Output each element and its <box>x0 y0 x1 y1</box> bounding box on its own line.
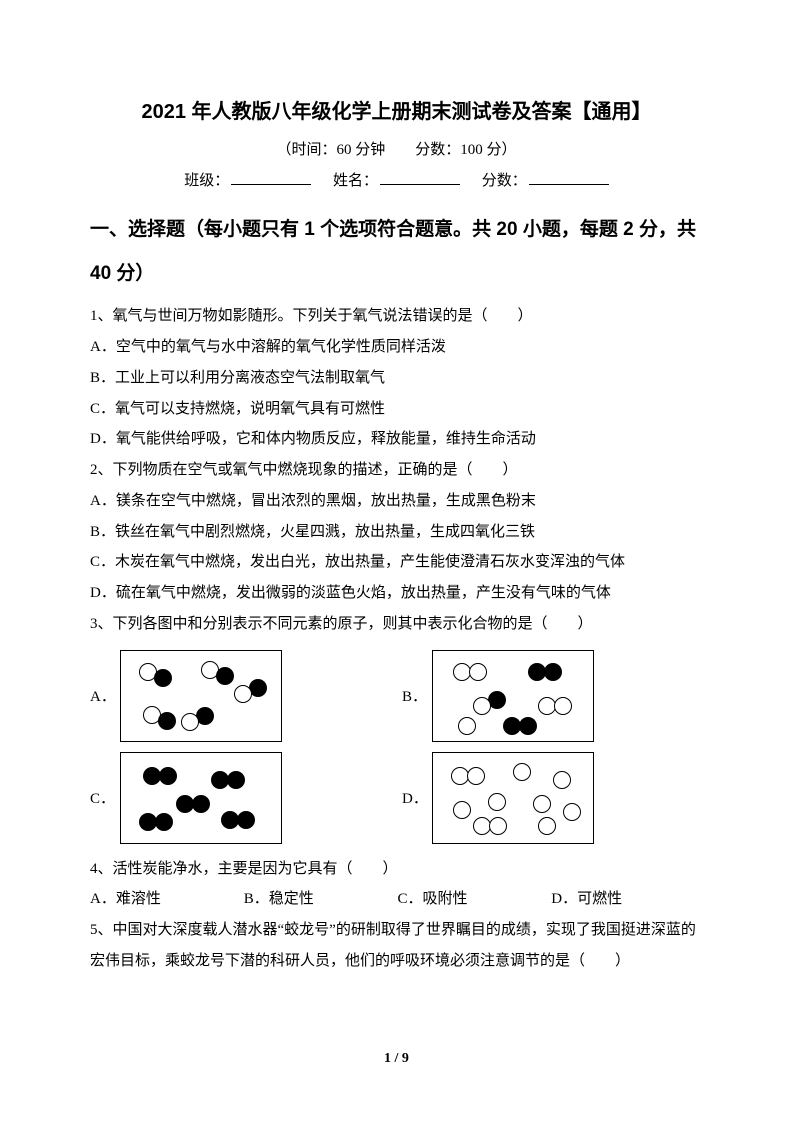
blank-score[interactable] <box>529 170 609 185</box>
atom-black <box>216 667 234 685</box>
atom-white <box>458 717 476 735</box>
exam-title: 2021 年人教版八年级化学上册期末测试卷及答案【通用】 <box>90 95 703 124</box>
q2-option-d: D．硫在氧气中燃烧，发出微弱的淡蓝色火焰，放出热量，产生没有气味的气体 <box>90 578 703 609</box>
atom-black <box>519 717 537 735</box>
question-3: 3、下列各图中和分别表示不同元素的原子，则其中表示化合物的是（ ） <box>90 609 703 640</box>
blank-name[interactable] <box>380 170 460 185</box>
atom-white <box>234 685 252 703</box>
q2-option-a: A．镁条在空气中燃烧，冒出浓烈的黑烟，放出热量，生成黑色粉末 <box>90 486 703 517</box>
q1-option-c: C．氧气可以支持燃烧，说明氧气具有可燃性 <box>90 394 703 425</box>
q5-stem: 5、中国对大深度载人潜水器“蛟龙号”的研制取得了世界瞩目的成绩，实现了我国挺进深… <box>90 915 703 977</box>
q1-stem: 1、氧气与世间万物如影随形。下列关于氧气说法错误的是（ ） <box>90 301 703 332</box>
q4-option-b: B．稳定性 <box>244 884 394 915</box>
atom-black <box>544 663 562 681</box>
atom-white <box>538 817 556 835</box>
q4-stem: 4、活性炭能净水，主要是因为它具有（ ） <box>90 854 703 885</box>
atom-white <box>554 697 572 715</box>
q3-row-ab: A． B． <box>90 650 703 742</box>
q1-option-d: D．氧气能供给呼吸，它和体内物质反应，释放能量，维持生命活动 <box>90 424 703 455</box>
q3-diagram-b <box>432 650 594 742</box>
q4-option-c: C．吸附性 <box>398 884 548 915</box>
q4-option-d: D．可燃性 <box>551 884 701 915</box>
q1-option-b: B．工业上可以利用分离液态空气法制取氧气 <box>90 363 703 394</box>
q3-label-d: D． <box>402 787 432 808</box>
q4-options-row: A．难溶性 B．稳定性 C．吸附性 D．可燃性 <box>90 884 703 915</box>
atom-black <box>154 669 172 687</box>
page-number: 1 / 9 <box>0 1051 793 1067</box>
atom-white <box>181 713 199 731</box>
atom-black <box>155 813 173 831</box>
atom-black <box>158 712 176 730</box>
question-2: 2、下列物质在空气或氧气中燃烧现象的描述，正确的是（ ） A．镁条在空气中燃烧，… <box>90 455 703 609</box>
section-1-heading: 一、选择题（每小题只有 1 个选项符合题意。共 20 小题，每题 2 分，共 4… <box>90 208 703 295</box>
atom-white <box>488 793 506 811</box>
atom-white <box>563 803 581 821</box>
atom-white <box>489 817 507 835</box>
q2-stem: 2、下列物质在空气或氧气中燃烧现象的描述，正确的是（ ） <box>90 455 703 486</box>
student-info-line: 班级： 姓名： 分数： <box>90 169 703 190</box>
q4-option-a: A．难溶性 <box>90 884 240 915</box>
q1-option-a: A．空气中的氧气与水中溶解的氧气化学性质同样活泼 <box>90 332 703 363</box>
q3-diagram-a <box>120 650 282 742</box>
label-class: 班级： <box>184 173 229 189</box>
q3-row-cd: C． D． <box>90 752 703 844</box>
q3-label-c: C． <box>90 787 120 808</box>
atom-black <box>159 767 177 785</box>
question-5: 5、中国对大深度载人潜水器“蛟龙号”的研制取得了世界瞩目的成绩，实现了我国挺进深… <box>90 915 703 977</box>
q2-option-b: B．铁丝在氧气中剧烈燃烧，火星四溅，放出热量，生成四氧化三铁 <box>90 517 703 548</box>
exam-subtitle: （时间：60 分钟 分数：100 分） <box>90 138 703 159</box>
q3-label-b: B． <box>402 685 432 706</box>
q3-label-a: A． <box>90 685 120 706</box>
blank-class[interactable] <box>231 170 311 185</box>
q3-stem: 3、下列各图中和分别表示不同元素的原子，则其中表示化合物的是（ ） <box>90 609 703 640</box>
atom-white <box>467 767 485 785</box>
atom-white <box>469 663 487 681</box>
atom-black <box>227 771 245 789</box>
q2-option-c: C．木炭在氧气中燃烧，发出白光，放出热量，产生能使澄清石灰水变浑浊的气体 <box>90 547 703 578</box>
atom-white <box>513 763 531 781</box>
label-name: 姓名： <box>333 173 378 189</box>
q3-diagram-d <box>432 752 594 844</box>
atom-black <box>192 795 210 813</box>
q3-diagram-c <box>120 752 282 844</box>
exam-page: 2021 年人教版八年级化学上册期末测试卷及答案【通用】 （时间：60 分钟 分… <box>0 0 793 1122</box>
atom-white <box>533 795 551 813</box>
question-1: 1、氧气与世间万物如影随形。下列关于氧气说法错误的是（ ） A．空气中的氧气与水… <box>90 301 703 455</box>
question-4: 4、活性炭能净水，主要是因为它具有（ ） <box>90 854 703 885</box>
atom-white <box>473 697 491 715</box>
atom-white <box>553 771 571 789</box>
atom-black <box>237 811 255 829</box>
label-score: 分数： <box>482 173 527 189</box>
atom-white <box>453 801 471 819</box>
